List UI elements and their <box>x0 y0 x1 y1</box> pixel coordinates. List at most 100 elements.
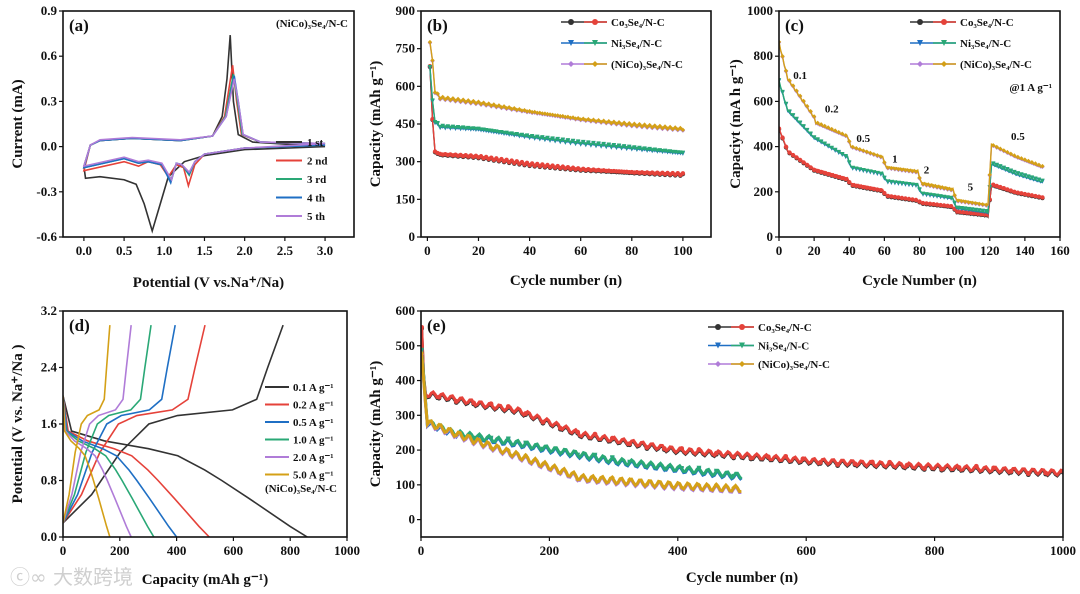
data-point <box>808 165 813 170</box>
data-point <box>924 201 929 206</box>
data-point <box>715 342 721 349</box>
data-point <box>592 431 598 437</box>
data-point <box>882 160 887 165</box>
plot-frame <box>62 310 348 538</box>
data-point <box>829 145 834 151</box>
data-point <box>661 466 667 472</box>
data-point <box>1005 167 1010 172</box>
data-point <box>987 172 992 177</box>
data-point <box>797 93 803 99</box>
data-point <box>555 136 560 142</box>
data-point <box>984 202 989 208</box>
data-point <box>583 142 589 147</box>
data-point <box>430 98 435 103</box>
x-tick-label: 20 <box>472 243 485 258</box>
x-tick-label: 80 <box>913 243 926 258</box>
data-point <box>696 465 702 471</box>
data-point <box>445 95 451 100</box>
data-point <box>927 192 933 198</box>
x-axis-label: Potential (V vs.Na⁺/Na) <box>133 275 284 291</box>
data-point <box>1033 161 1038 166</box>
data-point <box>537 136 543 141</box>
data-point <box>629 146 634 151</box>
legend-label: 0.5 A g⁻¹ <box>293 417 334 429</box>
data-point <box>955 209 961 214</box>
data-point <box>991 161 996 166</box>
x-tick-label: 100 <box>945 243 965 258</box>
data-point <box>488 401 494 407</box>
data-point <box>913 169 919 174</box>
data-point <box>808 131 813 136</box>
data-point <box>850 144 855 150</box>
data-point <box>527 134 532 140</box>
data-point <box>850 165 855 171</box>
data-point <box>896 180 901 186</box>
data-point <box>1012 189 1017 194</box>
charge-curve <box>63 324 284 524</box>
y-axis-label: Potential (V vs. Na⁺/Na ) <box>10 345 26 504</box>
data-point <box>731 485 737 491</box>
data-point <box>790 83 796 88</box>
data-point <box>973 463 979 469</box>
data-point <box>463 126 468 131</box>
data-point <box>524 133 530 138</box>
watermark-logo: ⓒ∞ 大数跨境 <box>10 565 133 589</box>
data-point <box>598 119 604 125</box>
y-tick-label: -0.3 <box>36 184 57 199</box>
data-point <box>1029 193 1035 198</box>
y-tick-label: 3.2 <box>41 303 57 318</box>
data-point <box>840 175 845 181</box>
panel-label: (e) <box>427 316 446 335</box>
data-point <box>871 151 877 157</box>
data-point <box>945 195 950 200</box>
data-point <box>962 210 968 215</box>
cv-curve-2 <box>82 65 326 189</box>
data-point <box>869 459 875 465</box>
x-tick-label: 60 <box>878 243 891 258</box>
data-point <box>621 144 627 149</box>
data-point <box>878 154 884 159</box>
data-point <box>591 140 596 146</box>
data-point <box>611 143 617 148</box>
data-point <box>977 208 982 213</box>
data-point <box>1036 194 1042 199</box>
data-point <box>1015 190 1021 195</box>
data-point <box>614 145 619 150</box>
y-tick-label: 2.4 <box>41 360 58 375</box>
legend-label: 2 nd <box>307 156 328 168</box>
data-point <box>910 182 915 187</box>
data-point <box>857 184 862 189</box>
data-point <box>797 157 803 163</box>
cv-curve-5 <box>82 78 326 182</box>
data-point <box>847 179 852 185</box>
data-point <box>522 107 527 113</box>
data-point <box>680 150 686 156</box>
data-point <box>896 166 901 172</box>
data-point <box>899 167 905 172</box>
data-point <box>840 151 845 157</box>
data-point <box>998 146 1003 151</box>
data-point <box>647 122 652 128</box>
panel-label: (b) <box>427 16 448 35</box>
data-point <box>437 96 443 101</box>
cv-curve-4 <box>82 75 326 185</box>
legend-label: Co₃Se₄/N-C <box>611 17 665 29</box>
data-point <box>1015 154 1021 160</box>
data-point <box>678 125 683 131</box>
data-point <box>984 209 989 214</box>
data-point <box>680 171 686 176</box>
x-tick-label: 600 <box>224 543 244 558</box>
data-point <box>563 114 568 120</box>
data-point <box>437 125 443 130</box>
data-point <box>797 120 803 125</box>
data-point <box>535 110 540 115</box>
data-point <box>843 133 848 138</box>
data-point <box>1005 187 1010 192</box>
data-point <box>655 148 660 153</box>
data-point <box>540 446 546 452</box>
data-point <box>627 144 632 150</box>
x-tick-label: 100 <box>673 243 693 258</box>
y-tick-label: 100 <box>396 477 416 492</box>
legend-label: (NiCo)₃Se₄/N-C <box>611 59 683 71</box>
legend-label: Ni₃Se₄/N-C <box>960 38 1011 50</box>
